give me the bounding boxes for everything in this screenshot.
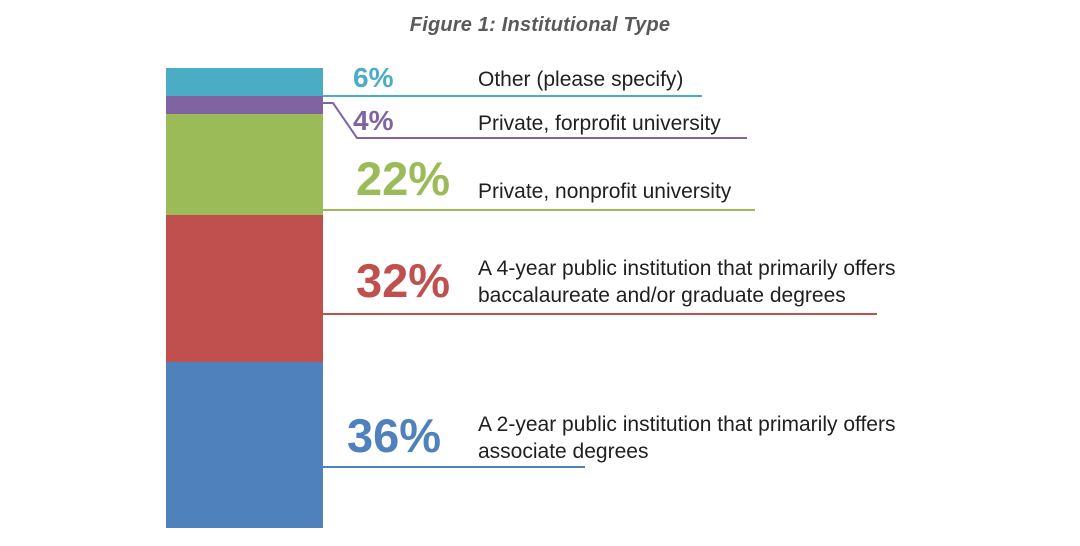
category-label-2year-public: A 2-year public institution that primari… <box>478 413 896 463</box>
bar-segment-3 <box>166 215 323 363</box>
category-label-4year-public: A 4-year public institution that primari… <box>478 257 896 307</box>
pct-label-4year-public: 32% <box>356 254 451 307</box>
category-label-private-nonprofit: Private, nonprofit university <box>478 180 732 203</box>
stacked-bar <box>166 68 323 528</box>
bar-segment-2 <box>166 114 323 216</box>
pct-label-private-forprofit: 4% <box>353 105 394 136</box>
pct-label-other: 6% <box>353 62 394 93</box>
chart-title: Figure 1: Institutional Type <box>409 14 671 36</box>
bar-segment-4 <box>166 362 323 528</box>
pct-label-2year-public: 36% <box>347 409 442 462</box>
category-label-other: Other (please specify) <box>478 68 684 91</box>
bar-segment-1 <box>166 95 323 114</box>
pct-label-private-nonprofit: 22% <box>356 152 451 205</box>
category-label-private-forprofit: Private, forprofit university <box>478 112 721 135</box>
bar-segment-0 <box>166 68 323 96</box>
